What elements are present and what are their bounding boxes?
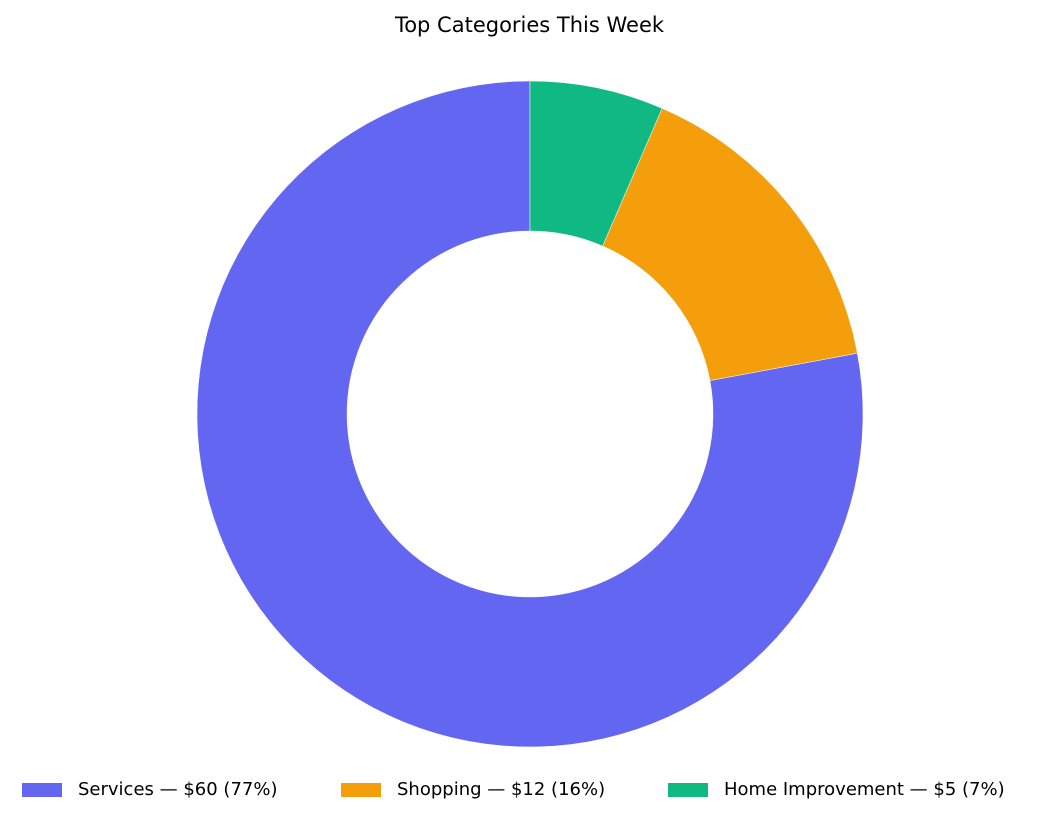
legend-label-services: Services — $60 (77%) [78,779,278,800]
legend-label-shopping: Shopping — $12 (16%) [397,779,606,800]
legend-item-home-improvement: Home Improvement — $5 (7%) [668,776,1005,804]
legend-label-home-improvement: Home Improvement — $5 (7%) [724,779,1005,800]
chart-title: Top Categories This Week [394,13,665,37]
chart-legend: Services — $60 (77%) Shopping — $12 (16%… [0,776,1059,804]
slice-shopping [602,108,858,381]
legend-item-shopping: Shopping — $12 (16%) [341,776,605,804]
legend-item-services: Services — $60 (77%) [22,776,277,804]
legend-swatch-shopping [341,783,381,797]
legend-swatch-services [22,783,62,797]
legend-swatch-home-improvement [668,783,708,797]
slice-services [196,80,864,748]
donut-slices [196,80,864,748]
slice-home-improvement [529,80,663,247]
